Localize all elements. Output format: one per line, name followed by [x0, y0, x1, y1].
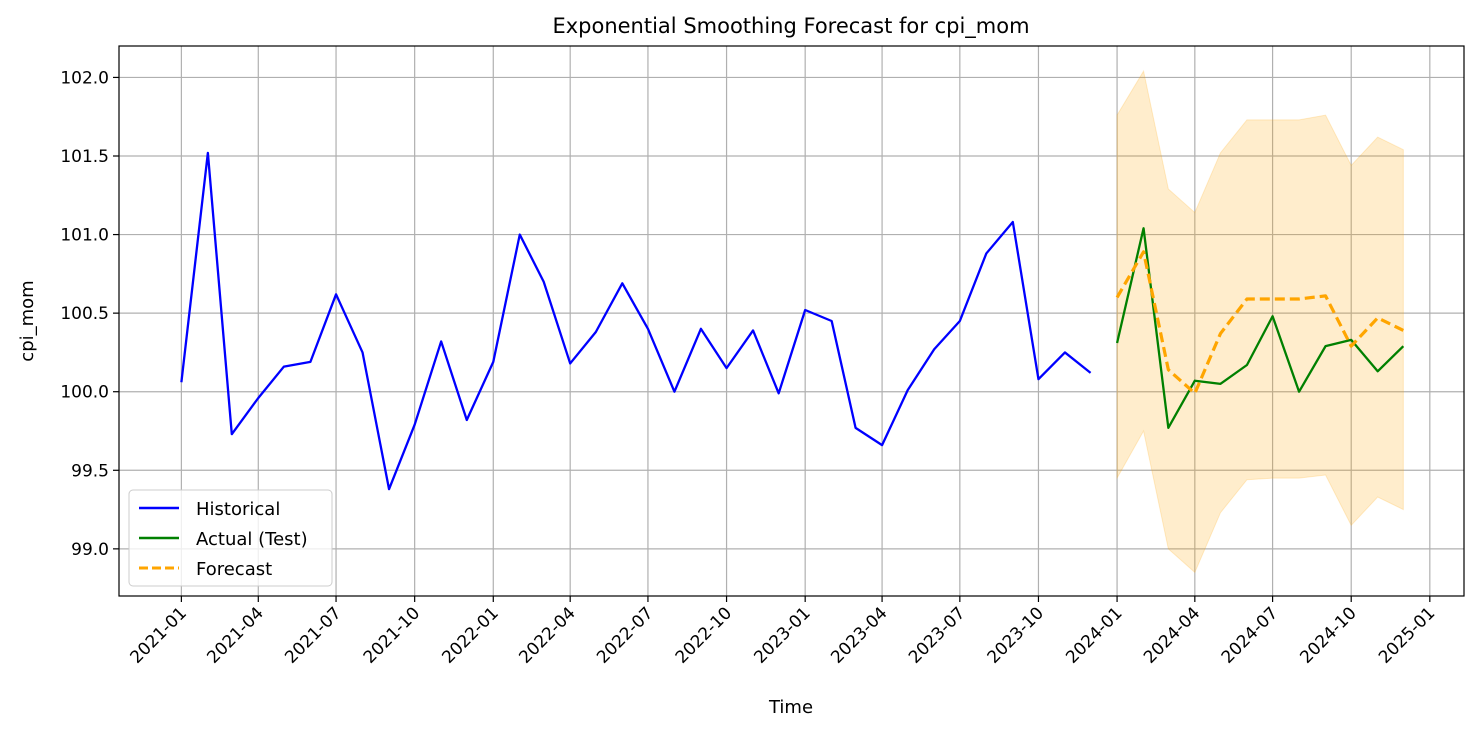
- y-tick-label: 101.0: [60, 226, 109, 246]
- y-axis: 99.0 99.5 100.0 100.5 101.0 101.5 102.0: [60, 68, 119, 560]
- y-tick-label: 101.5: [60, 147, 109, 167]
- forecast-line: [1115, 250, 1405, 395]
- legend-label-forecast: Forecast: [196, 559, 272, 580]
- legend: Historical Actual (Test) Forecast: [128, 489, 333, 587]
- x-axis-label: Time: [768, 697, 813, 718]
- y-tick-label: 100.5: [60, 304, 109, 324]
- y-tick-label: 99.0: [71, 540, 109, 560]
- y-tick-label: 102.0: [60, 68, 109, 88]
- plot-frame: [118, 45, 1465, 597]
- legend-label-historical: Historical: [196, 499, 280, 520]
- confidence-band: [1116, 69, 1404, 574]
- y-tick-label: 99.5: [71, 461, 109, 481]
- historical-line: [180, 151, 1092, 491]
- legend-label-actual: Actual (Test): [196, 529, 308, 550]
- chart-title: Exponential Smoothing Forecast for cpi_m…: [552, 14, 1029, 39]
- y-axis-label: cpi_mom: [17, 280, 38, 361]
- y-tick-label: 100.0: [60, 383, 109, 403]
- series-lines: [180, 151, 1405, 491]
- forecast-confidence-band: [1116, 69, 1404, 574]
- actual-test-line: [1115, 227, 1405, 430]
- legend-box: [128, 489, 333, 587]
